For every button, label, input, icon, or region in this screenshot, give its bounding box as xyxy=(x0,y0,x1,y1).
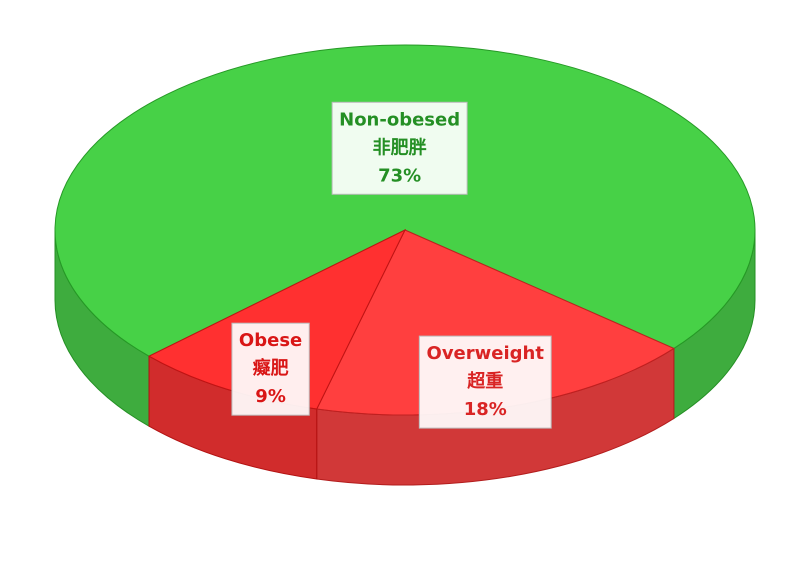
data-label: Overweight 超重 18% xyxy=(418,335,552,429)
data-label: Obese 癡肥 9% xyxy=(231,322,310,416)
label-name-zh: 非肥胖 xyxy=(373,136,427,158)
value-label: 18% xyxy=(464,399,507,420)
label-name-zh: 癡肥 xyxy=(253,357,289,379)
label-name-zh: 超重 xyxy=(467,370,503,392)
label-name: Overweight xyxy=(427,343,545,364)
label-box xyxy=(418,335,552,429)
label-box xyxy=(331,101,468,195)
data-label: Non-obesed 非肥胖 73% xyxy=(331,101,468,195)
value-label: 9% xyxy=(255,386,286,407)
label-name: Obese xyxy=(239,330,302,351)
value-label: 73% xyxy=(378,165,421,186)
slice xyxy=(54,44,756,357)
label-name: Non-obesed xyxy=(339,109,460,130)
label-box xyxy=(231,322,310,416)
